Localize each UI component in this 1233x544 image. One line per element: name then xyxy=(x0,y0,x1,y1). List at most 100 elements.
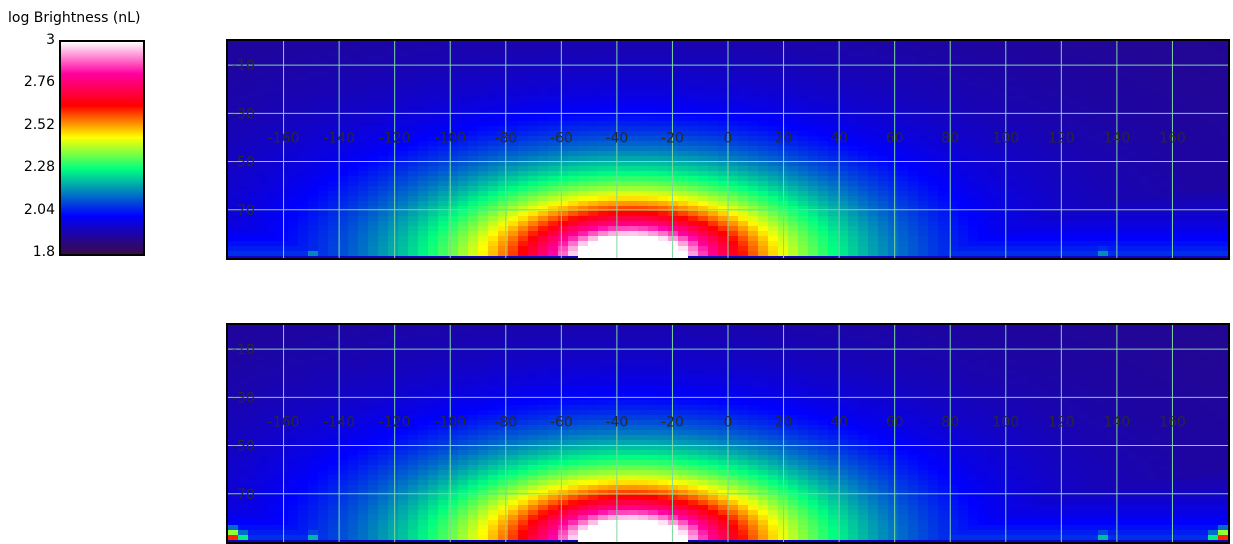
heatmap-cell xyxy=(468,56,479,62)
heatmap-cell xyxy=(848,186,859,192)
heatmap-cell xyxy=(1148,251,1159,257)
heatmap-cell xyxy=(418,51,429,57)
heatmap-cell xyxy=(1208,166,1219,172)
heatmap-cell xyxy=(508,241,519,247)
heatmap-cell xyxy=(1168,226,1179,232)
heatmap-cell xyxy=(1198,116,1209,122)
heatmap-cell xyxy=(358,236,369,242)
heatmap-cell xyxy=(928,131,939,137)
heatmap-cell xyxy=(648,251,659,257)
heatmap-cell xyxy=(478,196,489,202)
heatmap-cell xyxy=(408,251,419,257)
heatmap-cell xyxy=(458,236,469,242)
heatmap-cell xyxy=(288,540,299,542)
heatmap-cell xyxy=(1038,191,1049,197)
heatmap-cell xyxy=(308,345,319,351)
heatmap-cell xyxy=(1218,156,1228,162)
heatmap-cell xyxy=(878,91,889,97)
heatmap-cell xyxy=(428,211,439,217)
heatmap-cell xyxy=(508,121,519,127)
heatmap-cell xyxy=(308,490,319,496)
heatmap-cell xyxy=(1098,166,1109,172)
heatmap-cell xyxy=(298,500,309,506)
heatmap-cell xyxy=(1068,101,1079,107)
heatmap-cell xyxy=(978,156,989,162)
heatmap-cell xyxy=(518,201,529,207)
heatmap-cell xyxy=(768,196,779,202)
heatmap-cell xyxy=(1028,186,1039,192)
heatmap-cell xyxy=(288,116,299,122)
heatmap-cell xyxy=(258,540,269,542)
heatmap-cell xyxy=(718,166,729,172)
x-tick-label: 120 xyxy=(1048,130,1075,146)
heatmap-cell xyxy=(528,156,539,162)
heatmap-cell xyxy=(588,106,599,112)
heatmap-cell xyxy=(308,126,319,132)
heatmap-cell xyxy=(258,475,269,481)
heatmap-cell xyxy=(1098,106,1109,112)
heatmap-cell xyxy=(728,46,739,52)
heatmap-cell xyxy=(498,56,509,62)
heatmap-cell xyxy=(268,166,279,172)
heatmap-cell xyxy=(308,146,319,152)
heatmap-cell xyxy=(638,191,649,197)
heatmap-cell xyxy=(668,121,679,127)
heatmap-cell xyxy=(988,46,999,52)
heatmap-cell xyxy=(288,485,299,491)
heatmap-cell xyxy=(358,251,369,257)
heatmap-cell xyxy=(568,216,579,222)
heatmap-cell xyxy=(348,335,359,341)
heatmap-cell xyxy=(288,41,299,47)
heatmap-cell xyxy=(1178,156,1189,162)
heatmap-cell xyxy=(798,211,809,217)
heatmap-cell xyxy=(448,256,459,258)
heatmap-cell xyxy=(328,146,339,152)
heatmap-cell xyxy=(418,71,429,77)
heatmap-cell xyxy=(498,231,509,237)
heatmap-cell xyxy=(1128,216,1139,222)
heatmap-cell xyxy=(348,256,359,258)
heatmap-cell xyxy=(288,430,299,436)
heatmap-cell xyxy=(678,171,689,177)
heatmap-cell xyxy=(928,61,939,67)
heatmap-cell xyxy=(228,91,239,97)
heatmap-cell xyxy=(688,41,699,47)
heatmap-cell xyxy=(708,71,719,77)
heatmap-cell xyxy=(1048,156,1059,162)
heatmap-cell xyxy=(558,196,569,202)
heatmap-cell xyxy=(848,81,859,87)
heatmap-cell xyxy=(668,66,679,72)
heatmap-cell xyxy=(598,236,609,242)
heatmap-cell xyxy=(568,226,579,232)
heatmap-cell xyxy=(1168,71,1179,77)
heatmap-cell xyxy=(628,86,639,92)
heatmap-cell xyxy=(378,41,389,47)
heatmap-cell xyxy=(798,221,809,227)
heatmap-cell xyxy=(938,151,949,157)
heatmap-cell xyxy=(958,251,969,257)
heatmap-cell xyxy=(968,186,979,192)
heatmap-cell xyxy=(748,151,759,157)
heatmap-cell xyxy=(688,156,699,162)
heatmap-cell xyxy=(558,256,569,258)
heatmap-cell xyxy=(738,51,749,57)
heatmap-cell xyxy=(938,171,949,177)
heatmap-cell xyxy=(1218,46,1228,52)
heatmap-cell xyxy=(428,196,439,202)
heatmap-cell xyxy=(528,146,539,152)
heatmap-cell xyxy=(328,86,339,92)
heatmap-cell xyxy=(418,141,429,147)
heatmap-cell xyxy=(1218,81,1228,87)
heatmap-cell xyxy=(718,106,729,112)
heatmap-cell xyxy=(1018,231,1029,237)
heatmap-cell xyxy=(318,485,329,491)
heatmap-cell xyxy=(238,515,249,521)
heatmap-cell xyxy=(528,141,539,147)
heatmap-cell xyxy=(358,96,369,102)
heatmap-cell xyxy=(1038,186,1049,192)
heatmap-cell xyxy=(348,345,359,351)
heatmap-cell xyxy=(888,241,899,247)
heatmap-cell xyxy=(1098,231,1109,237)
heatmap-cell xyxy=(888,61,899,67)
heatmap-cell xyxy=(928,121,939,127)
